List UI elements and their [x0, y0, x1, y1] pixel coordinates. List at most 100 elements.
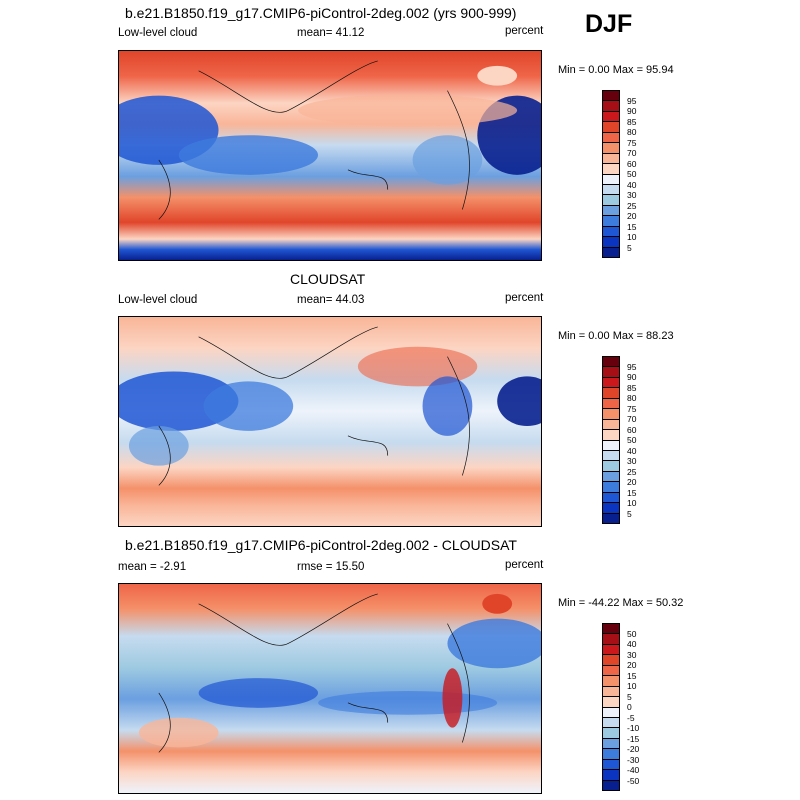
colorbar-tick-label: 40 [627, 639, 637, 649]
colorbar-tick-label: 60 [627, 424, 637, 435]
colorbar-swatch [603, 153, 619, 165]
panel-1-map-image [119, 51, 541, 260]
colorbar-swatch [603, 665, 619, 677]
colorbar-tick-label: 0 [627, 702, 632, 712]
panel-3-title: b.e21.B1850.f19_g17.CMIP6-piControl-2deg… [125, 537, 517, 553]
panel-2-colorbar-ticks: 95 90 85 80 75 70 60 50 40 30 25 20 15 10 5 [627, 356, 667, 524]
colorbar-tick-label: 90 [627, 372, 637, 382]
colorbar-swatch [603, 482, 619, 493]
colorbar-tick-label: -50 [627, 775, 640, 786]
panel-1-minmax: Min = 0.00 Max = 95.94 [558, 64, 674, 76]
colorbar-tick-label: 95 [627, 95, 637, 106]
panel-3-units-label: percent [505, 559, 544, 571]
panel-2-minmax: Min = 0.00 Max = 88.23 [558, 330, 674, 342]
panel-1-map [118, 50, 542, 261]
colorbar-swatch [603, 461, 619, 472]
season-label: DJF [585, 10, 633, 38]
colorbar-tick-label: 85 [627, 116, 637, 127]
panel-2-units-label: percent [505, 292, 544, 304]
colorbar-tick-label: 40 [627, 445, 637, 456]
colorbar-tick-label: 15 [627, 670, 637, 681]
colorbar-swatch [603, 450, 619, 462]
colorbar-tick-label: 80 [627, 393, 637, 403]
colorbar-swatch [603, 91, 619, 102]
colorbar-swatch [603, 513, 619, 523]
colorbar-tick-label: 85 [627, 382, 637, 393]
colorbar-tick-label: 25 [627, 466, 637, 477]
colorbar-tick-label: 10 [627, 681, 637, 691]
colorbar-swatch [603, 634, 619, 645]
colorbar-swatch [603, 728, 619, 739]
colorbar-swatch [603, 492, 619, 504]
panel-3-colorbar-ticks: 50 40 30 20 15 10 5 0 -5 -10 -15 -20 -30 -40 -50 [627, 623, 667, 791]
colorbar-swatch [603, 409, 619, 420]
panel-1-mean-label: mean= 41.12 [297, 27, 365, 39]
colorbar-tick-label: -10 [627, 723, 640, 733]
colorbar-tick-label: 70 [627, 414, 637, 424]
colorbar-tick-label: 80 [627, 127, 637, 137]
colorbar-tick-label: 30 [627, 649, 637, 660]
colorbar-tick-label: 20 [627, 211, 637, 221]
colorbar-swatch [603, 697, 619, 708]
colorbar-swatch [603, 440, 619, 451]
colorbar-swatch [603, 111, 619, 123]
colorbar-tick-label: 5 [627, 691, 632, 702]
colorbar-tick-label: 40 [627, 179, 637, 190]
colorbar-tick-label: -20 [627, 744, 640, 754]
colorbar-swatch [603, 101, 619, 112]
colorbar-swatch [603, 655, 619, 666]
panel-3-map-image [119, 584, 541, 793]
panel-2-mean-label: mean= 44.03 [297, 294, 365, 306]
colorbar-tick-label: 10 [627, 232, 637, 242]
colorbar-swatch [603, 205, 619, 217]
colorbar-tick-label: 50 [627, 435, 637, 445]
colorbar-tick-label: 95 [627, 361, 637, 372]
colorbar-tick-label: 75 [627, 137, 637, 148]
colorbar-swatch [603, 226, 619, 238]
colorbar-tick-label: 20 [627, 477, 637, 487]
colorbar-tick-label: 10 [627, 498, 637, 508]
colorbar-swatch [603, 419, 619, 431]
panel-1-variable-label: Low-level cloud [118, 27, 198, 39]
panel-1-title: b.e21.B1850.f19_g17.CMIP6-piControl-2deg… [125, 5, 517, 21]
panel-3-map [118, 583, 542, 794]
colorbar-tick-label: 60 [627, 158, 637, 169]
colorbar-swatch [603, 749, 619, 760]
colorbar-swatch [603, 216, 619, 227]
colorbar-swatch [603, 624, 619, 635]
panel-2-map [118, 316, 542, 527]
colorbar-tick-label: 70 [627, 148, 637, 158]
panel-2-colorbar [602, 356, 620, 524]
colorbar-tick-label: 5 [627, 508, 632, 519]
colorbar-swatch [603, 132, 619, 144]
colorbar-swatch [603, 377, 619, 389]
colorbar-tick-label: 15 [627, 487, 637, 498]
colorbar-tick-label: 15 [627, 221, 637, 232]
colorbar-tick-label: 25 [627, 200, 637, 211]
colorbar-swatch [603, 388, 619, 399]
colorbar-swatch [603, 717, 619, 729]
panel-1-colorbar [602, 90, 620, 258]
colorbar-swatch [603, 184, 619, 196]
colorbar-tick-label: 30 [627, 456, 637, 466]
colorbar-swatch [603, 471, 619, 483]
colorbar-tick-label: 90 [627, 106, 637, 116]
colorbar-tick-label: -30 [627, 754, 640, 765]
colorbar-swatch [603, 174, 619, 185]
colorbar-swatch [603, 503, 619, 514]
colorbar-swatch [603, 644, 619, 656]
panel-3-colorbar [602, 623, 620, 791]
colorbar-swatch [603, 247, 619, 257]
colorbar-swatch [603, 237, 619, 248]
colorbar-swatch [603, 780, 619, 790]
colorbar-tick-label: 75 [627, 403, 637, 414]
colorbar-swatch [603, 430, 619, 441]
panel-3-rmse-label: rmse = 15.50 [297, 561, 365, 573]
panel-1-colorbar-ticks: 95 90 85 80 75 70 60 50 40 30 25 20 15 10 5 [627, 90, 667, 258]
colorbar-swatch [603, 357, 619, 368]
colorbar-swatch [603, 122, 619, 133]
colorbar-swatch [603, 738, 619, 750]
colorbar-swatch [603, 676, 619, 687]
colorbar-tick-label: -15 [627, 733, 640, 744]
colorbar-swatch [603, 707, 619, 718]
